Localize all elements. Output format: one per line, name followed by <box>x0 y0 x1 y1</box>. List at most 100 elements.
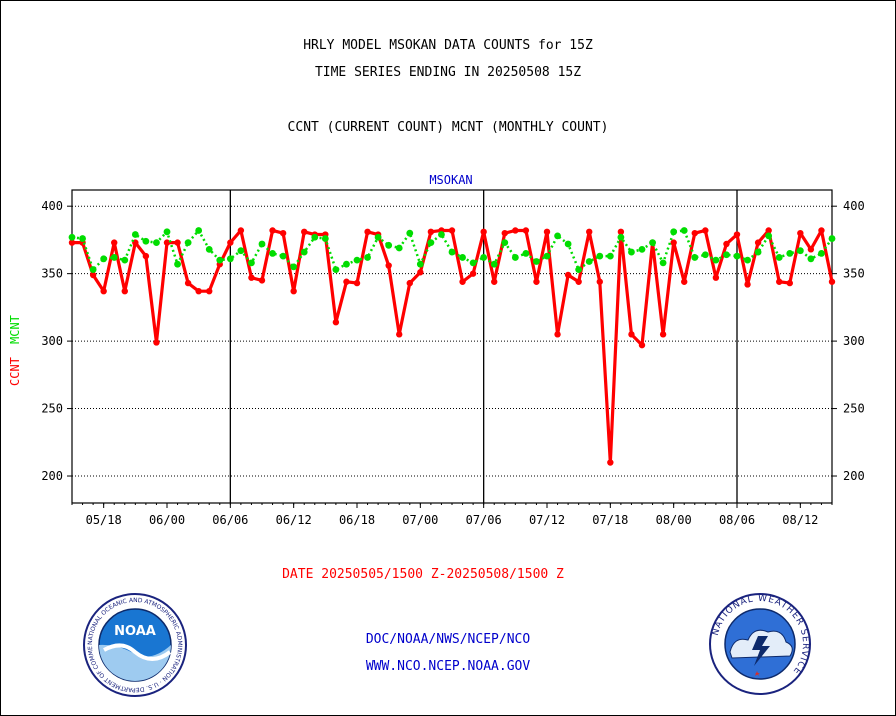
data-point-mcnt-53 <box>628 248 635 256</box>
footer-link-doc[interactable]: DOC/NOAA/NWS/NCEP/NCO <box>365 632 531 647</box>
data-point-mcnt-70 <box>807 255 815 263</box>
data-point-mcnt-54 <box>638 245 646 253</box>
grid-layer <box>72 190 832 503</box>
data-point-mcnt-36 <box>448 248 456 256</box>
data-point-ccnt-18 <box>258 277 266 284</box>
data-point-mcnt-4 <box>110 254 118 261</box>
data-point-ccnt-52 <box>617 228 625 236</box>
data-point-mcnt-15 <box>226 255 234 263</box>
data-point-ccnt-9 <box>163 239 171 246</box>
data-point-ccnt-22 <box>301 228 308 236</box>
data-point-ccnt-42 <box>512 227 519 234</box>
data-point-ccnt-58 <box>681 278 688 285</box>
data-point-mcnt-46 <box>554 232 561 240</box>
axis-layer: 200 200 250 250 300 300 350 350 400 400 05/18 06/00… <box>41 189 865 527</box>
data-point-mcnt-58 <box>680 227 688 234</box>
data-point-ccnt-17 <box>248 274 255 281</box>
data-point-ccnt-64 <box>744 281 751 288</box>
data-point-ccnt-41 <box>501 229 508 237</box>
data-point-ccnt-33 <box>417 269 424 276</box>
data-point-mcnt-16 <box>237 247 245 255</box>
y-tick-label-right-200: 200 <box>843 469 865 483</box>
data-point-mcnt-0 <box>68 233 76 241</box>
data-point-ccnt-25 <box>332 319 340 326</box>
data-point-mcnt-62 <box>723 251 730 259</box>
y-tick-label-left-250: 250 <box>41 402 63 416</box>
data-point-mcnt-61 <box>712 256 720 264</box>
data-point-ccnt-37 <box>459 278 466 285</box>
data-point-ccnt-36 <box>448 227 456 234</box>
data-point-ccnt-66 <box>765 227 772 234</box>
data-point-mcnt-49 <box>585 258 593 265</box>
x-tick-label-4: 06/18 <box>339 513 375 527</box>
y-tick-label-left-300: 300 <box>41 334 63 348</box>
data-point-ccnt-49 <box>586 228 593 236</box>
data-point-mcnt-68 <box>786 250 794 257</box>
data-point-ccnt-3 <box>100 287 107 295</box>
x-tick-label-10: 08/06 <box>719 513 755 527</box>
data-point-ccnt-2 <box>89 271 97 279</box>
data-point-mcnt-64 <box>744 256 751 264</box>
data-point-mcnt-44 <box>533 258 540 265</box>
data-point-ccnt-39 <box>480 228 487 236</box>
data-point-ccnt-48 <box>575 278 582 285</box>
data-point-mcnt-14 <box>216 256 224 264</box>
data-point-ccnt-69 <box>797 229 804 237</box>
data-point-mcnt-39 <box>480 254 488 261</box>
data-point-ccnt-10 <box>174 239 181 246</box>
data-point-ccnt-67 <box>776 278 783 285</box>
data-point-mcnt-51 <box>606 252 614 260</box>
footer-link-website[interactable]: WWW.NCO.NCEP.NOAA.GOV <box>365 659 531 674</box>
x-tick-label-9: 08/00 <box>656 513 692 527</box>
data-point-mcnt-24 <box>321 235 329 242</box>
data-point-mcnt-42 <box>511 254 519 261</box>
data-point-ccnt-65 <box>754 239 762 246</box>
data-point-ccnt-7 <box>142 252 150 260</box>
data-point-ccnt-60 <box>702 227 709 234</box>
data-point-mcnt-59 <box>691 254 699 261</box>
data-point-mcnt-33 <box>416 260 424 268</box>
x-axis-label: DATE 20250505/1500 Z-20250508/1500 Z <box>282 567 564 582</box>
data-point-mcnt-40 <box>490 260 498 268</box>
data-point-mcnt-32 <box>406 229 414 237</box>
data-point-ccnt-0 <box>68 239 76 246</box>
data-point-mcnt-3 <box>100 255 108 263</box>
y-tick-label-right-350: 350 <box>843 267 865 281</box>
data-point-mcnt-17 <box>248 259 255 267</box>
data-point-ccnt-28 <box>364 228 371 236</box>
data-point-ccnt-8 <box>153 339 160 346</box>
data-point-ccnt-61 <box>712 274 720 281</box>
x-tick-label-11: 08/12 <box>782 513 818 527</box>
y-tick-label-right-250: 250 <box>843 402 865 416</box>
data-point-mcnt-21 <box>290 263 298 271</box>
data-point-ccnt-5 <box>121 287 128 295</box>
data-point-mcnt-63 <box>733 252 741 260</box>
x-tick-label-5: 07/00 <box>402 513 438 527</box>
plot-title: MSOKAN <box>429 173 472 187</box>
data-point-mcnt-19 <box>269 250 276 257</box>
y-axis-label-ccnt: CCNT <box>8 357 22 386</box>
data-point-ccnt-40 <box>491 278 498 285</box>
data-point-ccnt-38 <box>469 270 477 277</box>
data-point-ccnt-44 <box>533 278 540 285</box>
data-point-mcnt-8 <box>153 239 160 247</box>
y-tick-label-left-400: 400 <box>41 199 63 213</box>
data-point-mcnt-50 <box>596 252 604 260</box>
plot-frame <box>71 189 833 504</box>
data-point-mcnt-35 <box>438 231 445 238</box>
data-point-ccnt-51 <box>607 459 614 466</box>
data-point-mcnt-18 <box>258 240 266 248</box>
data-point-mcnt-25 <box>332 266 340 273</box>
data-point-ccnt-63 <box>733 231 741 238</box>
y-tick-label-left-350: 350 <box>41 267 63 281</box>
data-point-mcnt-29 <box>374 233 382 241</box>
data-point-mcnt-11 <box>184 239 192 247</box>
data-point-mcnt-37 <box>459 254 466 261</box>
x-tick-label-6: 07/06 <box>466 513 502 527</box>
data-point-mcnt-60 <box>701 251 709 259</box>
data-point-ccnt-30 <box>385 262 392 269</box>
noaa-logo-text: NOAA <box>114 624 156 639</box>
data-point-mcnt-66 <box>765 232 773 240</box>
data-point-mcnt-48 <box>575 266 583 273</box>
